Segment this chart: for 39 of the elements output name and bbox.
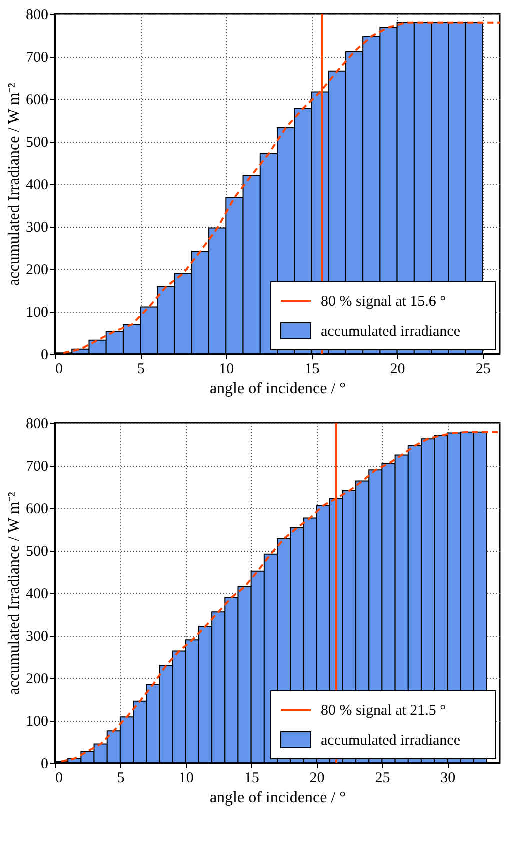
y-tick-label: 300 [26, 220, 48, 236]
x-tick-label: 5 [117, 770, 125, 786]
x-tick-label: 25 [375, 770, 390, 786]
y-tick-label: 800 [26, 416, 48, 432]
legend-label: accumulated irradiance [321, 733, 461, 749]
y-tick-label: 400 [26, 178, 48, 194]
x-axis-title: angle of incidence / ° [210, 790, 346, 806]
y-tick-label: 100 [26, 305, 48, 321]
y-tick-label: 400 [26, 586, 48, 602]
y-tick-label: 500 [26, 544, 48, 560]
y-tick-label: 600 [26, 502, 48, 518]
legend-label: accumulated irradiance [321, 324, 461, 340]
ref-line-label: 80 % signal at 21.5 ° [321, 703, 446, 719]
y-tick-label: 600 [26, 92, 48, 108]
y-tick-label: 700 [26, 50, 48, 66]
x-tick-label: 5 [137, 362, 145, 378]
x-tick-label: 20 [390, 362, 406, 378]
y-tick-label: 500 [26, 135, 48, 151]
y-tick-label: 0 [41, 756, 48, 772]
y-tick-label: 200 [26, 262, 48, 278]
x-tick-label: 30 [440, 770, 456, 786]
y-axis-title: accumulated Irradiance / W m⁻² [6, 492, 23, 695]
x-tick-label: 25 [476, 362, 491, 378]
ref-line-label: 80 % signal at 15.6 ° [321, 294, 446, 310]
x-tick-label: 15 [304, 362, 320, 378]
y-tick-label: 700 [26, 459, 48, 475]
x-axis-title: angle of incidence / ° [210, 380, 346, 398]
x-tick-label: 10 [219, 362, 234, 378]
y-axis-title: accumulated Irradiance / W m⁻² [6, 82, 23, 286]
y-tick-label: 0 [41, 348, 48, 364]
y-tick-label: 100 [26, 714, 48, 730]
y-tick-label: 800 [26, 8, 48, 24]
x-tick-label: 0 [56, 362, 63, 378]
x-tick-label: 0 [56, 770, 63, 786]
x-tick-label: 20 [310, 770, 325, 786]
y-tick-label: 300 [26, 629, 48, 645]
y-tick-label: 200 [26, 672, 48, 688]
x-tick-label: 15 [244, 770, 260, 786]
x-tick-label: 10 [178, 770, 194, 786]
